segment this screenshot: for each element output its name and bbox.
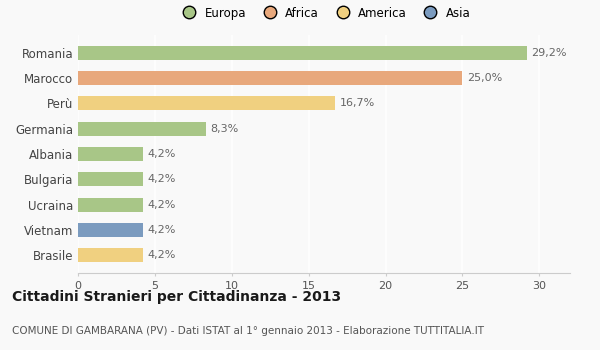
- Text: 4,2%: 4,2%: [147, 199, 176, 210]
- Bar: [78, 198, 143, 211]
- Text: COMUNE DI GAMBARANA (PV) - Dati ISTAT al 1° gennaio 2013 - Elaborazione TUTTITAL: COMUNE DI GAMBARANA (PV) - Dati ISTAT al…: [12, 326, 484, 336]
- Bar: [78, 46, 527, 60]
- Text: 4,2%: 4,2%: [147, 225, 176, 235]
- Legend: Europa, Africa, America, Asia: Europa, Africa, America, Asia: [173, 2, 475, 24]
- Bar: [78, 147, 143, 161]
- Text: 4,2%: 4,2%: [147, 250, 176, 260]
- Text: 16,7%: 16,7%: [340, 98, 374, 108]
- Bar: [78, 71, 463, 85]
- Bar: [78, 223, 143, 237]
- Bar: [78, 97, 335, 110]
- Bar: [78, 122, 206, 136]
- Text: 4,2%: 4,2%: [147, 149, 176, 159]
- Bar: [78, 172, 143, 186]
- Text: 4,2%: 4,2%: [147, 174, 176, 184]
- Text: Cittadini Stranieri per Cittadinanza - 2013: Cittadini Stranieri per Cittadinanza - 2…: [12, 290, 341, 304]
- Text: 25,0%: 25,0%: [467, 73, 502, 83]
- Text: 29,2%: 29,2%: [532, 48, 567, 58]
- Bar: [78, 248, 143, 262]
- Text: 8,3%: 8,3%: [210, 124, 238, 134]
